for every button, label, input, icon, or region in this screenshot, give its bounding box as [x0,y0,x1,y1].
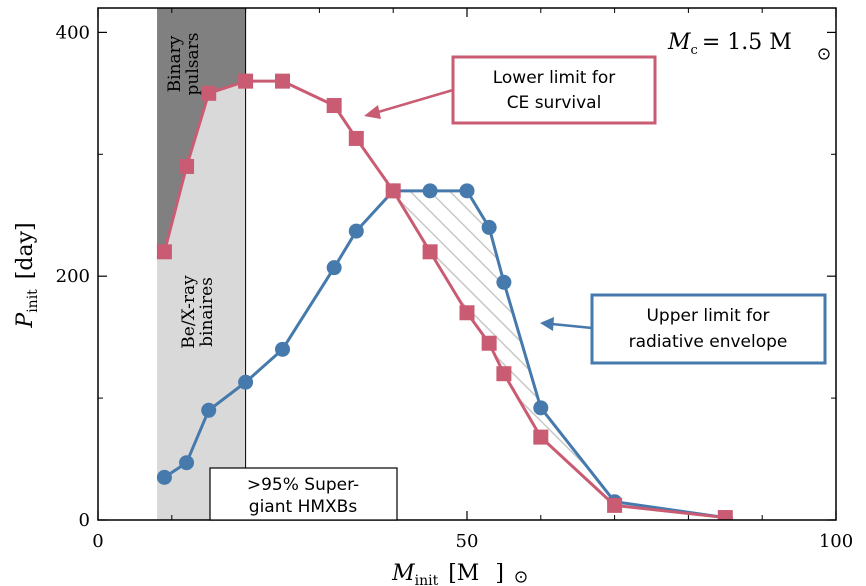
upper-limit-line1: Upper limit for [646,306,769,326]
binary-pulsars-label-line2: pulsars [183,33,203,96]
supergiant-box [209,467,398,521]
x-tick-label: 0 [92,531,103,552]
lower-limit-line2: CE survival [507,93,602,113]
hatch-region [393,190,615,506]
lower-limit-point [533,429,549,445]
upper-limit-point [156,469,172,485]
lower-limit-annotation: Lower limit for CE survival [364,55,657,125]
upper-limit-point [201,402,217,418]
mass-annotation-sub: c [691,43,698,58]
axes: 0 50 100 0 200 400 [56,7,853,552]
y-tick-label: 0 [79,510,90,531]
y-axis-title-symbol: P [13,312,38,329]
upper-limit-point [481,219,497,235]
lower-limit-point [348,130,364,146]
bex-label-line2: binaires [197,277,217,347]
upper-limit-point [179,455,195,471]
lower-limit-point [496,366,512,382]
y-tick-label: 400 [56,22,90,43]
lower-limit-arrow [374,88,454,115]
binary-pulsars-label-line1: Binary [165,35,185,92]
sun-symbol-mass [818,48,830,60]
lower-limit-point [459,305,475,321]
x-axis-title-unit: [M [448,561,479,586]
supergiant-line1: >95% Super- [247,475,359,495]
x-axis-title-symbol: M [391,561,415,586]
x-axis-title: Minit [M] [391,561,504,586]
mass-annotation-symbol: M [667,30,691,55]
x-tick-label: 50 [456,531,479,552]
lower-limit-point [422,244,438,260]
lower-limit-line1: Lower limit for [493,68,616,88]
lower-limit-point [481,335,497,351]
upper-limit-point [348,223,364,239]
lower-limit-point [717,510,733,520]
lower-limit-point [275,73,290,89]
lower-limit-point [201,85,217,101]
upper-limit-point [238,374,254,390]
supergiant-line2: giant HMXBs [249,497,358,517]
y-tick-label: 200 [56,266,90,287]
lower-limit-point [326,98,342,114]
lower-limit-point [156,244,172,260]
lower-limit-arrowhead [364,105,381,119]
hatch-fill [393,190,615,506]
x-axis-title-sub: init [415,573,439,586]
x-tick-label: 100 [819,531,853,552]
y-axis-title-sub: init [25,289,41,313]
y-axis-title-unit: [day] [13,222,38,279]
lower-limit-point [385,183,401,199]
upper-limit-point [422,183,438,199]
lower-limit-point [238,73,254,89]
series-layer [156,73,733,520]
lower-limit-point [607,497,623,513]
upper-limit-point [533,400,549,416]
mass-annotation-text: = 1.5 M [702,30,792,55]
sun-symbol-xlabel [515,571,527,583]
lower-limit-box [451,55,657,125]
upper-limit-point [326,260,342,276]
upper-limit-line2: radiative envelope [629,332,788,352]
upper-limit-arrowhead [540,317,554,331]
upper-limit-point [459,183,475,199]
upper-limit-box [590,293,827,365]
upper-limit-arrow [551,322,593,330]
upper-limit-point [496,274,512,290]
y-axis-title: Pinit [day] [13,222,41,328]
lower-limit-point [179,158,195,174]
upper-limit-point [275,341,290,357]
supergiant-annotation: >95% Super- giant HMXBs [209,467,398,521]
mass-annotation: Mc = 1.5 M [667,30,792,58]
bex-label-line1: Be/X-ray [179,275,199,349]
x-axis-title-unit-close: ] [495,561,504,586]
upper-limit-annotation: Upper limit for radiative envelope [540,293,827,365]
